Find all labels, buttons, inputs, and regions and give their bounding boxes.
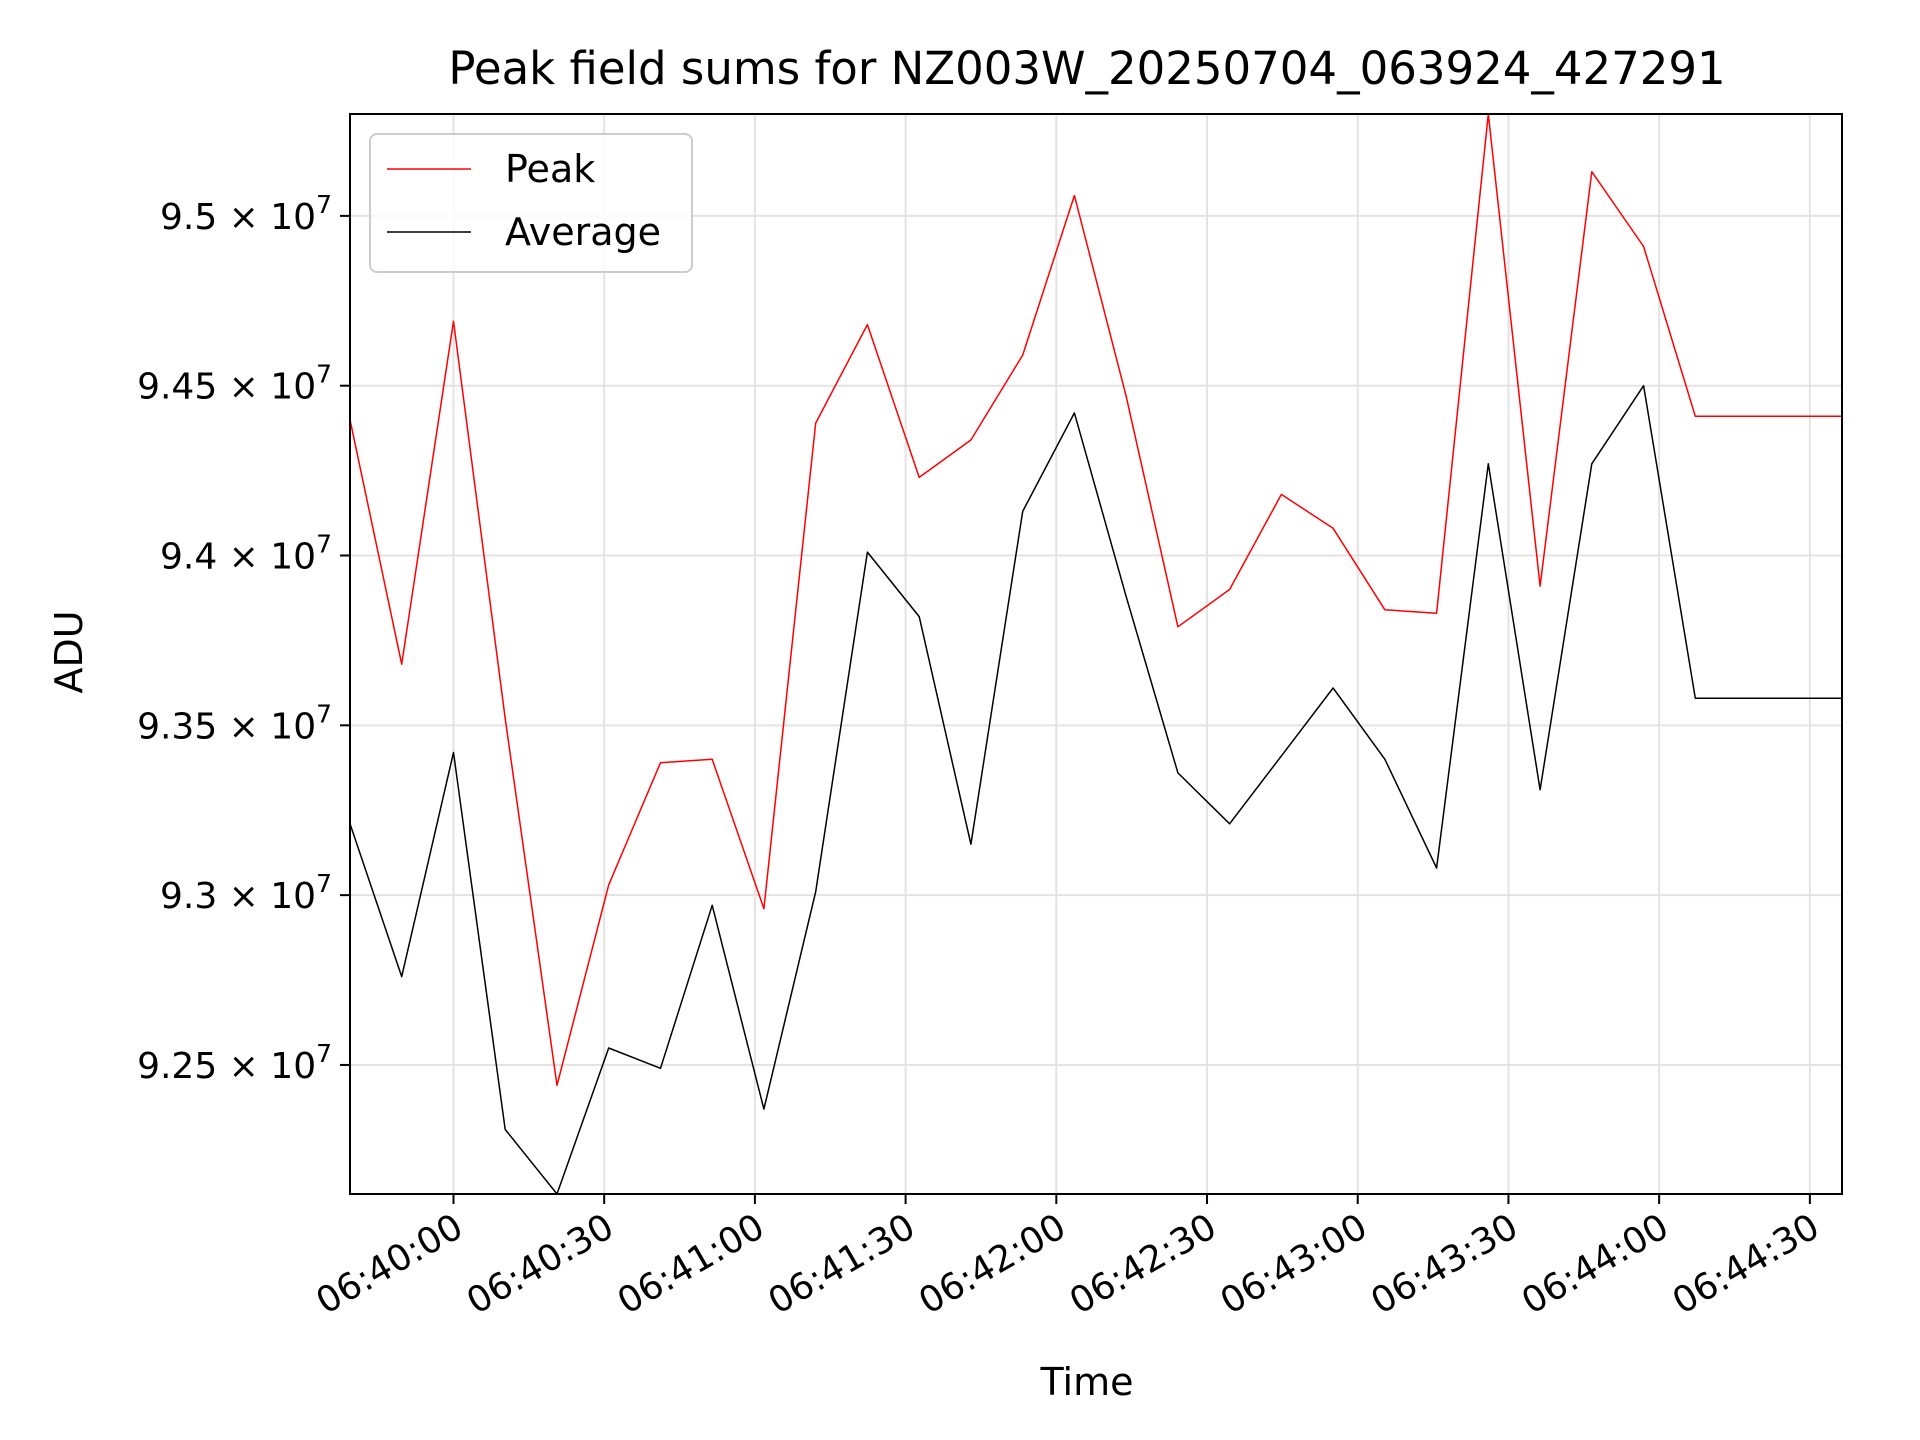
y-tick-label: 9.35 × 107 bbox=[137, 699, 332, 747]
y-tick-label: 9.5 × 107 bbox=[160, 190, 332, 238]
chart-title: Peak field sums for NZ003W_20250704_0639… bbox=[448, 42, 1725, 95]
plot-frame bbox=[349, 113, 1843, 1195]
y-tick-label: 9.4 × 107 bbox=[160, 530, 332, 578]
legend-label-average: Average bbox=[505, 210, 661, 254]
x-axis-label: Time bbox=[1040, 1360, 1134, 1404]
y-tick-label: 9.25 × 107 bbox=[137, 1039, 332, 1087]
legend: Peak Average bbox=[369, 133, 693, 273]
series-line-average bbox=[350, 384, 1842, 1194]
y-tick-label: 9.45 × 107 bbox=[137, 360, 332, 408]
y-tick-label: 9.3 × 107 bbox=[160, 869, 332, 917]
series-layer bbox=[350, 114, 1842, 1194]
series-line-peak bbox=[350, 114, 1842, 1087]
legend-label-peak: Peak bbox=[505, 147, 595, 191]
y-axis-label: ADU bbox=[47, 610, 91, 693]
